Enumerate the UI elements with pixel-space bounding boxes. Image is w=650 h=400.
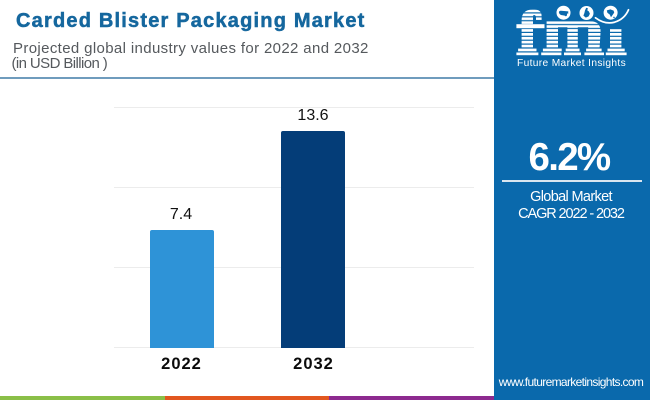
svg-text:Future Market Insights: Future Market Insights: [517, 58, 626, 69]
